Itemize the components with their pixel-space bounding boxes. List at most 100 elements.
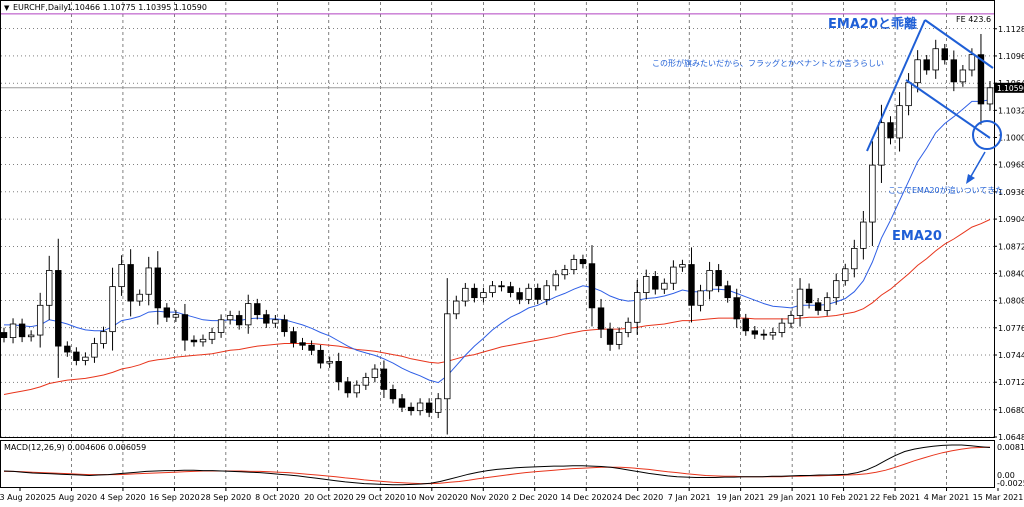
- candle-body: [254, 303, 261, 316]
- candle-body: [516, 292, 523, 300]
- candle: [27, 330, 35, 342]
- candle-body: [588, 263, 596, 309]
- candle: [579, 254, 587, 269]
- flag-pattern-lines: [866, 19, 994, 152]
- current-price-label: 1.10590: [997, 84, 1024, 93]
- candle: [814, 298, 822, 316]
- fe-level-label: FE 423.6: [956, 15, 991, 24]
- candle: [842, 263, 849, 286]
- candle-body: [36, 304, 44, 336]
- current-price-tag: 1.10590: [995, 82, 1024, 93]
- candle-body: [778, 322, 786, 333]
- candle-body: [398, 398, 406, 408]
- candle: [407, 402, 415, 416]
- candle-body: [100, 331, 107, 344]
- candle-body: [733, 297, 740, 320]
- candle: [977, 33, 985, 125]
- candle: [190, 335, 198, 347]
- candle-body: [814, 302, 822, 311]
- candle: [480, 287, 487, 303]
- time-tick-label: 4 Mar 2021: [924, 493, 970, 502]
- candle-body: [389, 389, 397, 400]
- candle-body: [851, 247, 858, 270]
- candle: [371, 364, 379, 383]
- candle: [163, 303, 171, 322]
- candle: [64, 341, 71, 357]
- candle-body: [977, 54, 985, 105]
- candle: [597, 298, 605, 339]
- candle-body: [715, 270, 722, 287]
- candle: [606, 322, 614, 351]
- candle-body: [688, 264, 695, 306]
- candle: [299, 337, 306, 350]
- candle: [624, 317, 632, 338]
- candle-body: [742, 318, 749, 332]
- catch-up-arrowhead: [966, 174, 975, 184]
- price-tick-label: 1.09685: [998, 161, 1024, 170]
- pole-trendline: [866, 19, 926, 152]
- candle: [805, 283, 813, 309]
- candle: [281, 314, 288, 337]
- candle-body: [64, 345, 71, 353]
- candle-body: [163, 307, 171, 318]
- price-tick-label: 1.10325: [998, 106, 1024, 115]
- price-tick-label: 1.07765: [998, 324, 1024, 333]
- time-tick-label: 22 Feb 2021: [870, 493, 920, 502]
- candle: [507, 281, 514, 298]
- candle-body: [299, 342, 306, 346]
- candle-body: [534, 287, 541, 300]
- price-tick-label: 1.07445: [998, 351, 1024, 360]
- candle-body: [805, 288, 813, 304]
- candle-body: [643, 276, 650, 293]
- candle: [380, 360, 388, 398]
- candle: [36, 292, 44, 348]
- candle: [986, 81, 994, 111]
- candle-body: [407, 406, 415, 412]
- candle-body: [697, 290, 704, 306]
- candle: [652, 271, 659, 295]
- candle-body: [353, 384, 360, 394]
- candle-body: [480, 292, 487, 299]
- candle: [498, 281, 505, 292]
- candle: [9, 318, 17, 344]
- candle: [516, 287, 523, 305]
- candle-body: [615, 332, 623, 345]
- candle: [217, 314, 225, 338]
- candle: [444, 278, 451, 435]
- candle: [534, 283, 541, 305]
- candle: [543, 280, 550, 306]
- candle-body: [670, 266, 677, 284]
- candle-body: [833, 280, 840, 299]
- time-tick-label: 28 Sep 2020: [201, 493, 252, 502]
- candle-body: [281, 319, 288, 333]
- candle-body: [760, 333, 768, 336]
- candle-body: [208, 332, 216, 340]
- candle-body: [263, 314, 270, 324]
- time-tick-label: 16 Sep 2020: [149, 493, 200, 502]
- price-tick-label: 1.09045: [998, 215, 1024, 224]
- candle-body: [335, 360, 342, 383]
- candle-body: [0, 332, 8, 338]
- macd-main-line: [3, 444, 991, 486]
- candle: [73, 347, 80, 366]
- macd-series: [3, 444, 991, 486]
- candle: [434, 393, 442, 419]
- candle-body: [561, 269, 569, 276]
- candle-body: [751, 330, 759, 335]
- candle: [923, 55, 930, 75]
- price-tick-label: 1.10965: [998, 52, 1024, 61]
- candle: [398, 394, 406, 413]
- candle: [425, 398, 433, 418]
- macd-pane-frame: [0, 440, 995, 488]
- candle: [769, 327, 777, 340]
- candle: [226, 310, 234, 325]
- candle: [290, 326, 297, 348]
- candle-body: [154, 267, 161, 309]
- candle-body: [525, 287, 532, 300]
- candle-body: [326, 360, 333, 364]
- candle: [462, 282, 469, 307]
- candle-body: [444, 313, 451, 400]
- candle-body: [679, 264, 686, 268]
- time-tick-label: 7 Jan 2021: [668, 493, 711, 502]
